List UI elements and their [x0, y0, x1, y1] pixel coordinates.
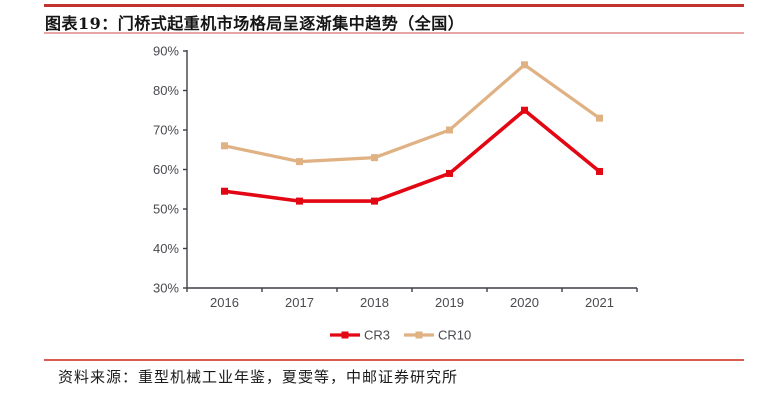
x-axis-tick-label: 2017	[285, 295, 314, 310]
x-axis-tick-label: 2016	[210, 295, 239, 310]
source-note: 资料来源：重型机械工业年鉴，夏雯等，中邮证券研究所	[58, 368, 459, 386]
data-point-marker	[371, 154, 378, 162]
x-axis-tick-label: 2020	[510, 295, 539, 310]
y-axis-tick-label: 40%	[153, 241, 179, 256]
legend-label: CR10	[438, 328, 471, 343]
data-point-marker	[296, 158, 303, 166]
y-axis-tick-label: 30%	[153, 281, 179, 296]
series-CR3	[221, 106, 603, 205]
x-axis-tick-label: 2018	[360, 295, 389, 310]
figure-title: 图表19：门桥式起重机市场格局呈逐渐集中趋势（全国）	[45, 14, 465, 33]
data-point-marker	[596, 167, 603, 175]
data-point-marker	[296, 197, 303, 205]
data-point-marker	[221, 142, 228, 150]
data-point-marker	[596, 114, 603, 122]
y-axis-tick-label: 70%	[153, 123, 179, 138]
y-axis-tick-label: 60%	[153, 162, 179, 177]
x-axis-tick-label: 2019	[435, 295, 464, 310]
data-point-marker	[446, 169, 453, 177]
series-line-CR3	[224, 107, 601, 203]
legend-item-CR3: CR3	[330, 328, 390, 343]
footer-rule	[44, 359, 744, 361]
series-CR10	[221, 61, 603, 166]
x-axis-tick-label: 2021	[585, 295, 614, 310]
y-axis-tick-label: 50%	[153, 202, 179, 217]
data-point-marker	[521, 106, 528, 114]
legend-swatch-marker	[341, 331, 349, 339]
data-point-marker	[446, 126, 453, 134]
data-point-marker	[221, 187, 228, 195]
legend-item-CR10: CR10	[404, 328, 471, 343]
y-axis-tick-label: 80%	[153, 83, 179, 98]
legend-swatch-marker	[415, 331, 423, 339]
series-line-CR10	[224, 62, 601, 164]
data-point-marker	[521, 61, 528, 69]
header-top-rule	[44, 4, 744, 7]
header-bottom-rule	[44, 32, 744, 34]
y-axis-tick-label: 90%	[153, 44, 179, 59]
data-point-marker	[371, 197, 378, 205]
legend-label: CR3	[364, 328, 390, 343]
